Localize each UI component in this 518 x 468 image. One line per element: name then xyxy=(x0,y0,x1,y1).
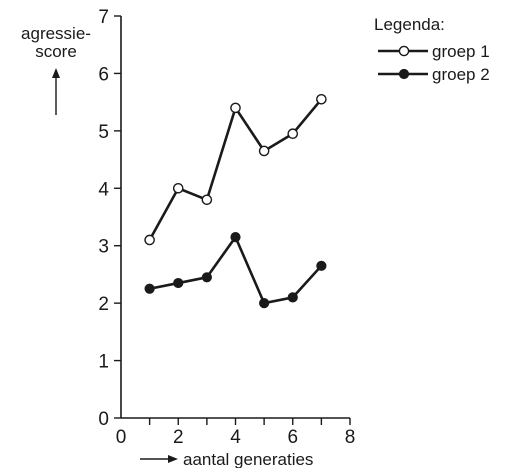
x-axis-arrow xyxy=(140,455,178,463)
legend-entry: groep 1 xyxy=(378,42,490,61)
data-point xyxy=(230,102,241,114)
data-point xyxy=(287,128,299,140)
data-point xyxy=(316,93,327,105)
legend-marker xyxy=(398,68,410,80)
series-layer xyxy=(144,93,327,309)
data-point xyxy=(144,283,155,294)
x-tick-label: 6 xyxy=(287,427,298,448)
data-point xyxy=(172,182,184,194)
data-point xyxy=(259,298,270,309)
x-ticks: 0 2 4 6 8 xyxy=(116,418,356,448)
legend-entry: groep 2 xyxy=(378,65,490,84)
x-axis-label: aantal generaties xyxy=(183,450,313,468)
y-tick-label: 0 xyxy=(98,409,109,430)
y-tick-label: 4 xyxy=(98,179,109,200)
data-point xyxy=(201,194,213,206)
y-axis-label-line-2: score xyxy=(35,42,77,61)
series-line xyxy=(148,98,323,241)
y-ticks: 0 1 2 3 4 5 6 7 xyxy=(98,7,121,430)
data-point xyxy=(258,145,270,157)
y-tick-label: 1 xyxy=(98,352,109,373)
legend-title: Legenda: xyxy=(374,15,445,34)
legend: Legenda: groep 1 groep 2 xyxy=(374,15,490,84)
data-point xyxy=(230,232,241,243)
series-1 xyxy=(144,93,327,246)
y-tick-label: 2 xyxy=(98,294,109,315)
y-axis-label-line-1: agressie- xyxy=(21,24,91,43)
y-tick-label: 7 xyxy=(98,7,109,28)
y-tick-label: 5 xyxy=(98,122,109,143)
data-point xyxy=(144,234,155,246)
y-axis-arrow xyxy=(52,68,60,115)
legend-marker xyxy=(398,45,410,57)
y-tick-label: 6 xyxy=(98,64,109,85)
y-tick-label: 3 xyxy=(98,237,109,258)
data-point xyxy=(287,292,298,303)
data-point xyxy=(316,260,327,271)
data-point xyxy=(173,277,184,289)
x-tick-label: 0 xyxy=(116,427,127,448)
x-tick-label: 8 xyxy=(345,427,356,448)
data-point xyxy=(201,272,212,283)
legend-label: groep 2 xyxy=(432,65,490,84)
legend-label: groep 1 xyxy=(432,42,490,61)
series-2 xyxy=(144,232,327,309)
x-tick-label: 2 xyxy=(173,427,184,448)
x-tick-label: 4 xyxy=(230,427,241,448)
